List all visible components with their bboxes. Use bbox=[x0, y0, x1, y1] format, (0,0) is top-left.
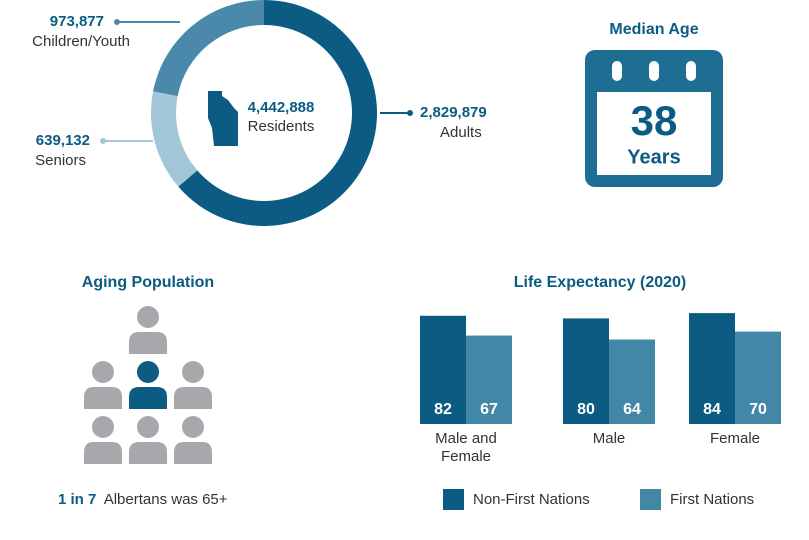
leader-dot bbox=[100, 138, 106, 144]
person-body bbox=[84, 442, 122, 464]
person-head bbox=[137, 361, 159, 383]
aging-title: Aging Population bbox=[82, 274, 214, 291]
person-head bbox=[92, 361, 114, 383]
donut-center-text: Residents bbox=[248, 118, 315, 135]
bar bbox=[609, 339, 655, 424]
aging-caption: 1 in 7 Albertans was 65+ bbox=[58, 491, 228, 508]
donut-category-label: Seniors bbox=[35, 152, 86, 169]
person-body bbox=[84, 387, 122, 409]
bar-value-label: 82 bbox=[434, 401, 452, 418]
bar bbox=[466, 335, 512, 424]
bar-value-label: 70 bbox=[749, 401, 767, 418]
leader-dot bbox=[407, 110, 413, 116]
x-category-label: Male bbox=[592, 430, 626, 447]
bar-value-label: 84 bbox=[703, 401, 721, 418]
bar bbox=[735, 331, 781, 424]
bar-value-label: 64 bbox=[623, 401, 641, 418]
leader-dot bbox=[114, 19, 120, 25]
donut-category-label: Children/Youth bbox=[32, 33, 130, 50]
person-head bbox=[137, 306, 159, 328]
calendar-icon bbox=[585, 50, 723, 187]
median-age-value: 38 bbox=[631, 97, 678, 144]
legend-label: First Nations bbox=[670, 491, 754, 508]
donut-value-label: 973,877 bbox=[50, 13, 104, 30]
donut-value-label: 639,132 bbox=[36, 132, 90, 149]
median-age-unit: Years bbox=[627, 146, 680, 168]
person-body bbox=[174, 387, 212, 409]
bar bbox=[420, 315, 466, 424]
x-category-label: Male and Female bbox=[435, 430, 497, 465]
person-body bbox=[174, 442, 212, 464]
legend-swatch bbox=[640, 489, 661, 510]
legend-swatch bbox=[443, 489, 464, 510]
bar-value-label: 67 bbox=[480, 401, 498, 418]
aging-highlight: 1 in 7 bbox=[58, 491, 96, 508]
bar-chart-title: Life Expectancy (2020) bbox=[514, 274, 687, 291]
median-age-title: Median Age bbox=[609, 21, 698, 38]
person-head bbox=[182, 416, 204, 438]
donut-segment bbox=[153, 0, 264, 97]
donut-segment bbox=[178, 0, 377, 226]
x-category-label: Female bbox=[709, 430, 761, 447]
donut-segment bbox=[151, 91, 198, 187]
person-body bbox=[129, 442, 167, 464]
person-body bbox=[129, 332, 167, 354]
people-icons bbox=[84, 306, 212, 464]
alberta-icon bbox=[208, 91, 238, 146]
person-head bbox=[182, 361, 204, 383]
aging-text: Albertans was 65+ bbox=[104, 491, 228, 508]
donut-value-label: 2,829,879 bbox=[420, 104, 487, 121]
legend-label: Non-First Nations bbox=[473, 491, 590, 508]
donut-center-value: 4,442,888 bbox=[248, 99, 315, 116]
bar bbox=[563, 318, 609, 424]
person-head bbox=[137, 416, 159, 438]
bar-value-label: 80 bbox=[577, 401, 595, 418]
bar bbox=[689, 313, 735, 424]
person-head bbox=[92, 416, 114, 438]
donut-category-label: Adults bbox=[440, 124, 482, 141]
person-body bbox=[129, 387, 167, 409]
